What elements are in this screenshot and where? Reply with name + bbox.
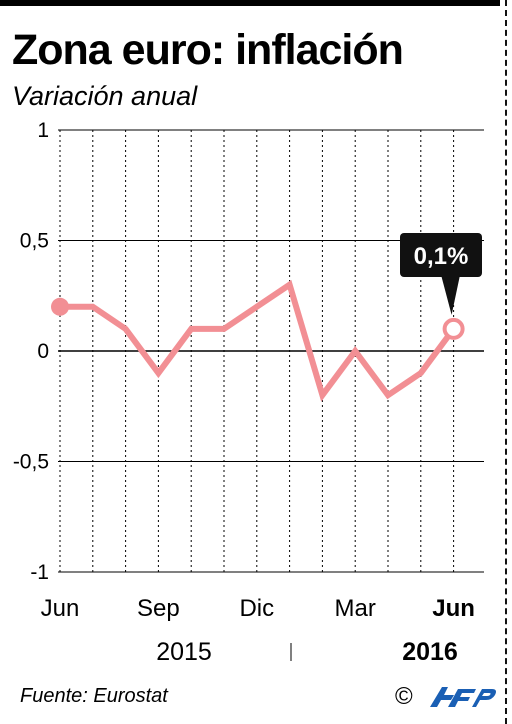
x-tick-label: Dic: [239, 595, 274, 622]
chart-subtitle: Variación anual: [12, 81, 198, 111]
right-divider: [505, 0, 507, 724]
y-tick-label: -0,5: [13, 451, 49, 474]
callout-box: [400, 233, 482, 277]
y-tick-label: 1: [37, 119, 49, 142]
x-tick-label: Jun: [432, 595, 475, 622]
line-chart: 1 0,5 0 -0,5 -1 Jun Sep Dic Mar Jun 2015 2016 0,1…: [13, 119, 484, 666]
start-marker: [51, 297, 69, 316]
callout-pointer: [441, 277, 460, 315]
year-label: 2016: [402, 638, 458, 666]
end-marker: [442, 317, 465, 340]
value-callout: 0,1%: [400, 233, 482, 315]
y-axis-labels: 1 0,5 0 -0,5 -1: [13, 119, 49, 584]
series-line: [60, 279, 457, 402]
y-tick-label: 0: [37, 340, 49, 363]
top-bar: [0, 0, 500, 6]
year-labels: 2015 2016: [156, 638, 458, 666]
horizontal-gridlines: [58, 129, 484, 573]
x-tick-label: Mar: [335, 595, 376, 622]
callout-label: 0,1%: [414, 243, 469, 270]
y-tick-label: 0,5: [20, 230, 49, 253]
copyright-symbol: ©: [395, 683, 413, 710]
afp-logo: [430, 687, 496, 707]
x-axis-labels: Jun Sep Dic Mar Jun: [41, 595, 475, 622]
x-tick-label: Jun: [41, 595, 80, 622]
series-inflation: [51, 279, 465, 402]
year-label: 2015: [156, 638, 212, 666]
x-tick-label: Sep: [137, 595, 180, 622]
source-note: Fuente: Eurostat: [20, 685, 168, 707]
y-tick-label: -1: [30, 561, 49, 584]
chart-title: Zona euro: inflación: [12, 26, 404, 74]
